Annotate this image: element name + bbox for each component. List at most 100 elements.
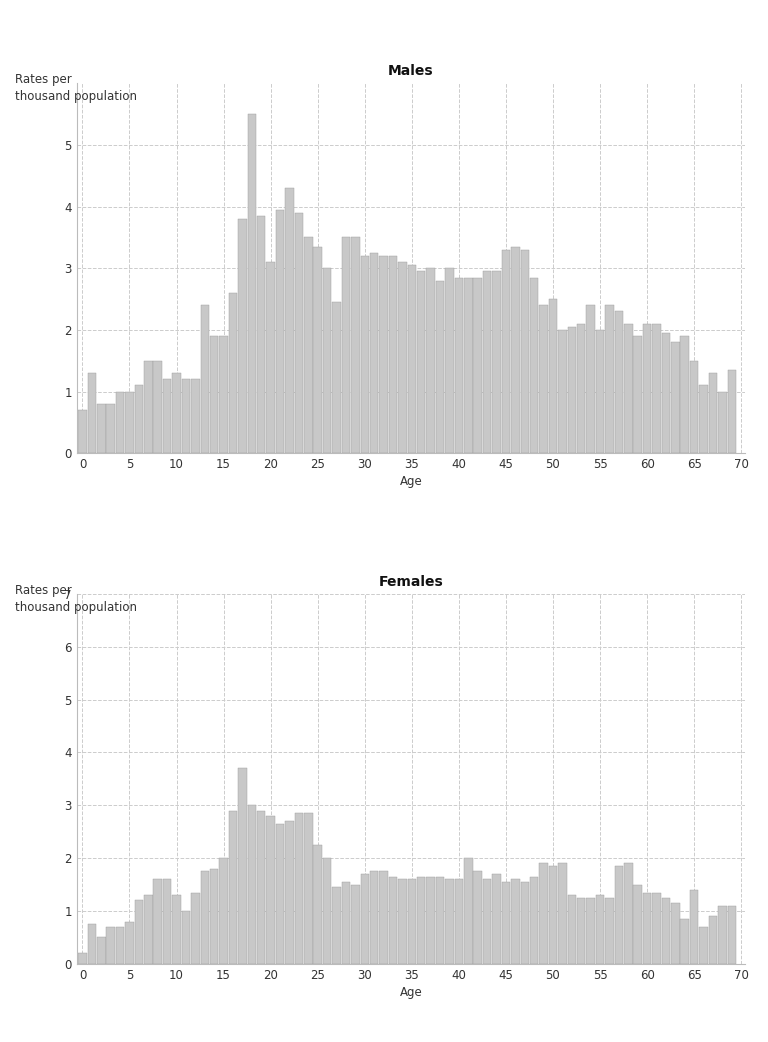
Bar [718,905,727,964]
Bar [530,876,538,964]
Bar [379,871,388,964]
Bar [154,879,162,964]
Bar [229,811,237,964]
Bar [492,874,501,964]
Bar [652,324,660,453]
Bar [220,337,228,453]
Bar [144,895,153,964]
Bar [97,938,105,964]
Bar [247,115,256,453]
Bar [652,893,660,964]
Bar [182,379,190,453]
Bar [435,280,444,453]
Bar [502,882,510,964]
Bar [144,361,153,453]
Bar [502,250,510,453]
Bar [596,895,604,964]
Bar [558,864,567,964]
Bar [614,866,623,964]
Bar [191,893,200,964]
Bar [709,916,717,964]
Bar [304,238,313,453]
Bar [172,895,180,964]
Bar [643,324,651,453]
Bar [323,859,331,964]
Bar [624,864,633,964]
Bar [370,253,379,453]
Text: Rates per
thousand population: Rates per thousand population [15,584,137,614]
Bar [97,404,105,453]
Bar [125,921,134,964]
Bar [323,269,331,453]
Bar [417,271,425,453]
Bar [229,293,237,453]
Bar [163,379,171,453]
Bar [134,386,143,453]
Bar [266,263,275,453]
Bar [614,312,623,453]
Bar [88,373,96,453]
X-axis label: Age: Age [399,475,422,489]
Bar [568,895,576,964]
Bar [360,256,369,453]
Bar [163,879,171,964]
Bar [577,324,585,453]
Bar [539,305,548,453]
Bar [473,871,482,964]
Bar [643,893,651,964]
Bar [492,271,501,453]
Bar [511,879,520,964]
Bar [680,919,689,964]
Bar [191,379,200,453]
Bar [257,216,266,453]
Bar [521,882,529,964]
Title: Females: Females [379,574,443,589]
Bar [634,885,642,964]
Bar [257,811,266,964]
Bar [417,876,425,964]
Title: Males: Males [388,64,434,78]
Bar [238,768,247,964]
Bar [200,871,209,964]
Bar [445,269,454,453]
Bar [351,885,359,964]
Bar [78,953,87,964]
Bar [700,386,708,453]
Bar [333,887,341,964]
Bar [634,337,642,453]
Bar [88,924,96,964]
Bar [107,404,115,453]
Bar [605,305,614,453]
Bar [295,813,303,964]
Bar [549,866,558,964]
Bar [549,299,558,453]
Bar [605,898,614,964]
Bar [530,277,538,453]
Bar [116,927,124,964]
Bar [671,343,680,453]
Bar [342,238,350,453]
Bar [313,247,322,453]
Bar [276,824,284,964]
Bar [727,370,736,453]
Bar [727,905,736,964]
Bar [408,879,416,964]
Bar [276,209,284,453]
Bar [182,911,190,964]
Bar [511,247,520,453]
Bar [266,816,275,964]
Bar [389,256,397,453]
Bar [333,302,341,453]
Bar [304,813,313,964]
Bar [238,219,247,453]
Bar [558,330,567,453]
X-axis label: Age: Age [399,986,422,999]
Bar [662,333,670,453]
Bar [210,337,218,453]
Bar [690,890,698,964]
Bar [107,927,115,964]
Bar [389,876,397,964]
Bar [200,305,209,453]
Bar [210,869,218,964]
Bar [360,874,369,964]
